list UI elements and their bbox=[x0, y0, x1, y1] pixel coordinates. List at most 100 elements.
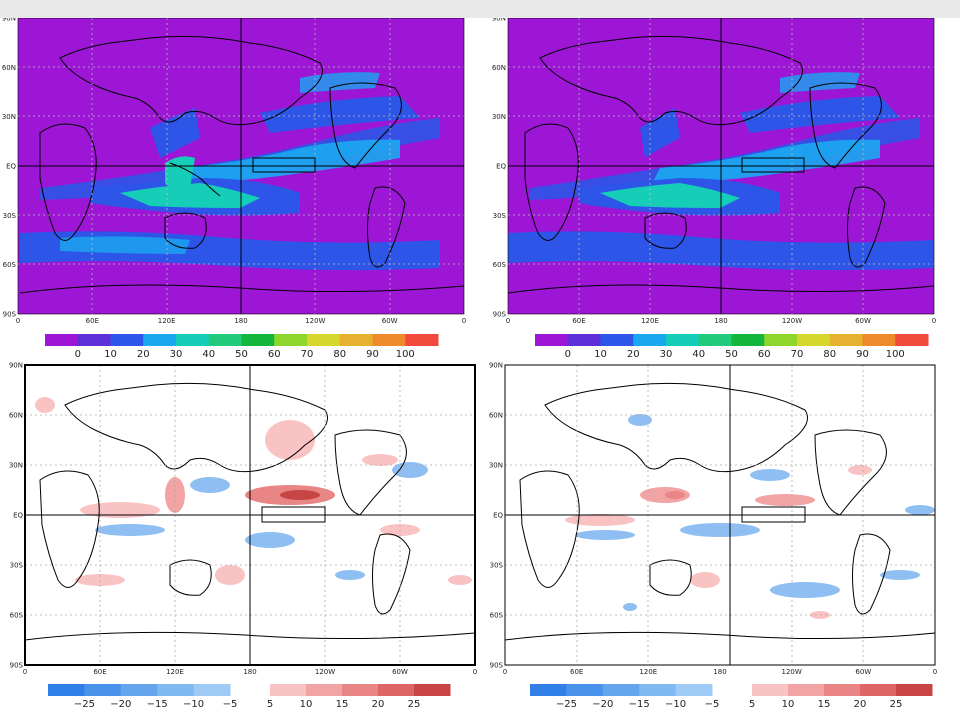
lon-tick-label: 180 bbox=[714, 317, 727, 325]
colorbar-swatch-negative bbox=[530, 684, 567, 696]
lat-tick-label: 90S bbox=[3, 311, 17, 319]
nino-box bbox=[261, 506, 326, 523]
lat-labels: 90N 60N 30N EQ 30S 60S 90S bbox=[492, 18, 507, 319]
colorbar-swatch bbox=[731, 334, 765, 346]
lon-tick-label: 60E bbox=[570, 668, 583, 676]
lon-tick-label: 60W bbox=[855, 317, 871, 325]
colorbar-swatch-negative bbox=[193, 684, 231, 696]
lat-tick-label: 30N bbox=[492, 113, 506, 121]
lon-tick-label: 60W bbox=[392, 668, 408, 676]
colorbar-swatch bbox=[307, 334, 341, 346]
colorbar-label-negative: −10 bbox=[183, 699, 204, 710]
colorbar-label-negative: −10 bbox=[665, 699, 686, 710]
colorbar-label: 70 bbox=[301, 349, 314, 360]
lat-tick-label: EQ bbox=[493, 512, 503, 520]
top-strip bbox=[0, 0, 960, 18]
colorbar-swatch bbox=[143, 334, 177, 346]
colorbar-swatch bbox=[829, 334, 863, 346]
colorbar-swatch-positive bbox=[270, 684, 307, 696]
lat-tick-label: 90S bbox=[10, 662, 24, 670]
lon-tick-label: 0 bbox=[932, 317, 936, 325]
lat-tick-label: 30S bbox=[490, 562, 504, 570]
lon-tick-label: 60E bbox=[93, 668, 106, 676]
colorbar-label-positive: 10 bbox=[782, 699, 795, 710]
lat-tick-label: 60S bbox=[490, 612, 504, 620]
colorbar-label: 20 bbox=[137, 349, 150, 360]
colorbar-label-positive: 15 bbox=[818, 699, 831, 710]
colorbar-label-positive: 10 bbox=[300, 699, 313, 710]
map-frame bbox=[24, 364, 476, 666]
colorbar-anomaly: −25 −20 −15 −10 −5 5 10 15 20 25 bbox=[48, 684, 451, 710]
nino-box bbox=[741, 506, 806, 523]
colorbar-label: 80 bbox=[823, 349, 836, 360]
lon-labels: 0 60E 120E 180 120W 60W 0 bbox=[16, 317, 466, 325]
lat-tick-label: 30S bbox=[3, 212, 17, 220]
colorbar-label: 50 bbox=[235, 349, 248, 360]
lon-tick-label: 120W bbox=[315, 668, 335, 676]
colorbar-swatch bbox=[698, 334, 732, 346]
colorbar-label-negative: −25 bbox=[74, 699, 95, 710]
lon-tick-label: 180 bbox=[713, 668, 726, 676]
colorbar-label-negative: −15 bbox=[629, 699, 650, 710]
coastlines bbox=[504, 382, 936, 641]
map-panel-bottom-right: 90N 60N 30N EQ 30S 60S 90S 0 60E 120E 180 120W 60W 0… bbox=[480, 360, 960, 720]
lat-tick-label: 60N bbox=[492, 64, 506, 72]
colorbar-swatch-negative bbox=[675, 684, 713, 696]
colorbar-swatch bbox=[600, 334, 634, 346]
colorbar-anomaly: −25 −20 −15 −10 −5 5 10 15 20 25 bbox=[530, 684, 933, 710]
lat-tick-label: 30N bbox=[2, 113, 16, 121]
colorbar-swatch-positive bbox=[378, 684, 415, 696]
colorbar-swatch bbox=[45, 334, 79, 346]
colorbar-swatch-positive bbox=[788, 684, 825, 696]
lon-tick-label: 0 bbox=[506, 317, 510, 325]
colorbar-swatch-negative bbox=[48, 684, 85, 696]
colorbar-label: 30 bbox=[660, 349, 673, 360]
colorbar-swatch-positive bbox=[414, 684, 451, 696]
colorbar-swatch bbox=[895, 334, 929, 346]
colorbar-label-positive: 25 bbox=[890, 699, 903, 710]
lat-tick-label: 60S bbox=[493, 261, 507, 269]
colorbar-absolute: 0 10 20 30 40 50 60 70 80 90 100 bbox=[535, 334, 929, 360]
colorbar-swatch bbox=[372, 334, 406, 346]
lon-tick-label: 180 bbox=[234, 317, 247, 325]
grid bbox=[18, 18, 464, 314]
colorbar-label-negative: −5 bbox=[223, 699, 238, 710]
map-frame bbox=[17, 18, 465, 315]
lat-tick-label: EQ bbox=[496, 163, 506, 171]
colorbar-label-positive: 20 bbox=[854, 699, 867, 710]
lat-tick-label: 60N bbox=[489, 412, 503, 420]
lat-tick-label: EQ bbox=[6, 163, 16, 171]
colorbar-label-negative: −25 bbox=[556, 699, 577, 710]
colorbar-swatch bbox=[862, 334, 896, 346]
colorbar-label: 30 bbox=[170, 349, 183, 360]
colorbar-swatch bbox=[535, 334, 569, 346]
colorbar-swatch-negative bbox=[566, 684, 604, 696]
colorbar-label-negative: −5 bbox=[705, 699, 720, 710]
colorbar-swatch-positive bbox=[306, 684, 343, 696]
colorbar-label-positive: 25 bbox=[408, 699, 421, 710]
lat-tick-label: 60S bbox=[3, 261, 17, 269]
lat-tick-label: 90N bbox=[9, 362, 23, 370]
colorbar-swatch-negative bbox=[602, 684, 640, 696]
colorbar-label-negative: −20 bbox=[592, 699, 613, 710]
colorbar-label: 60 bbox=[758, 349, 771, 360]
lat-tick-label: 90S bbox=[493, 311, 507, 319]
colorbar-label: 0 bbox=[75, 349, 81, 360]
colorbar-swatch bbox=[241, 334, 275, 346]
colorbar-label: 20 bbox=[627, 349, 640, 360]
lat-tick-label: 60N bbox=[2, 64, 16, 72]
colorbar-label-negative: −15 bbox=[147, 699, 168, 710]
colorbar-label-positive: 20 bbox=[372, 699, 385, 710]
colorbar-swatch-positive bbox=[896, 684, 933, 696]
map-panel-top-left: 90N 60N 30N EQ 30S 60S 90S 0 60E 120E 180 120W 60W 0… bbox=[0, 18, 480, 360]
coastlines bbox=[507, 35, 935, 294]
colorbar-label: 10 bbox=[104, 349, 117, 360]
lat-tick-label: 60S bbox=[10, 612, 24, 620]
lat-tick-label: 30S bbox=[493, 212, 507, 220]
colorbar-swatch bbox=[77, 334, 111, 346]
colorbar-swatch bbox=[666, 334, 700, 346]
lat-tick-label: 90S bbox=[490, 662, 504, 670]
colorbar-label-positive: 15 bbox=[336, 699, 349, 710]
grid bbox=[505, 365, 935, 665]
